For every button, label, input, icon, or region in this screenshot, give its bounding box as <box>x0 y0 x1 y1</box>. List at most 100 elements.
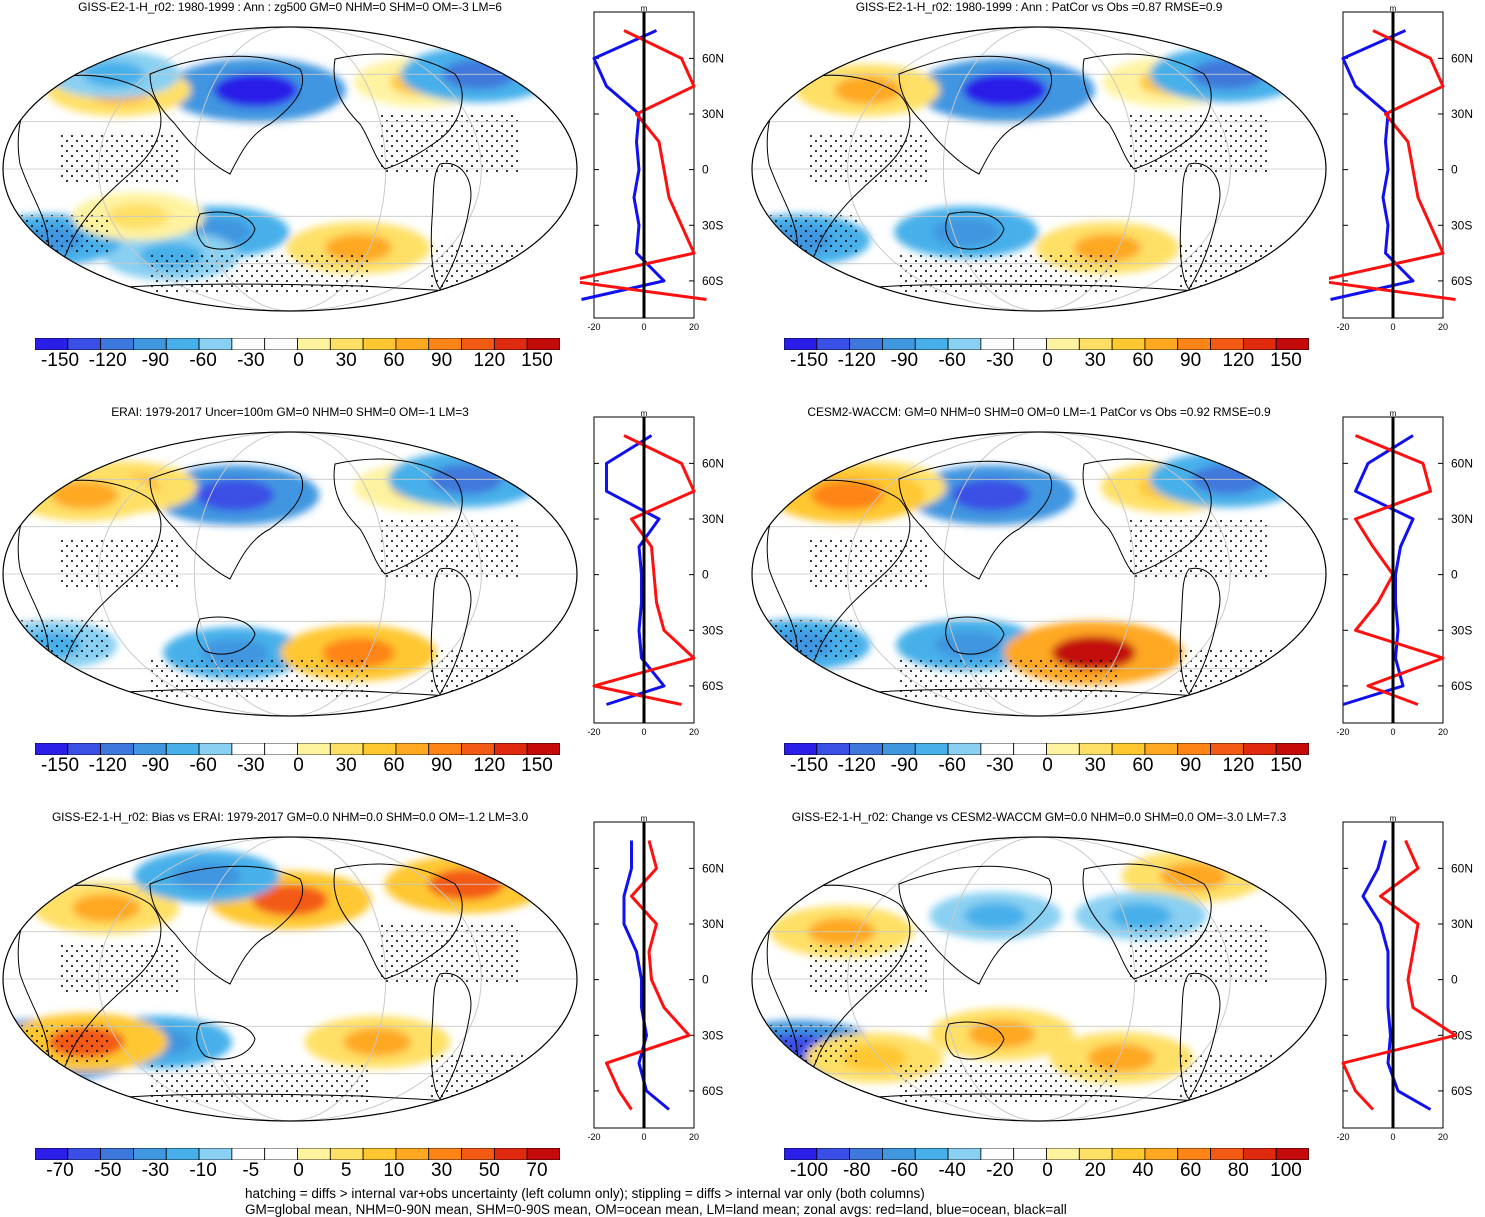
colorbar-swatch <box>1013 743 1047 755</box>
zonal-mean-plot: m 60N 30N 0 30S 60S -20 0 20 <box>1329 4 1473 332</box>
colorbar <box>35 338 560 350</box>
colorbar-tick-label: 60 <box>383 350 405 371</box>
colorbar-tick-label: 120 <box>1222 350 1255 371</box>
colorbar-tick-label: 30 <box>431 1160 453 1181</box>
zonal-x-label: -20 <box>587 727 600 737</box>
panel-title: GISS-E2-1-H_r02: Bias vs ERAI: 1979-2017… <box>51 810 529 824</box>
colorbar-tick-label: -10 <box>189 1160 217 1181</box>
panel-model: GISS-E2-1-H_r02: 1980-1999 : Ann : zg500… <box>0 0 742 405</box>
coastline <box>766 479 911 668</box>
colorbar-swatch <box>428 338 462 350</box>
zonal-y-label: 60N <box>702 861 724 875</box>
colorbar-tick-label: 100 <box>1270 1160 1302 1181</box>
stipple-region <box>769 619 859 659</box>
colorbar-tick-label: -60 <box>938 755 966 776</box>
stipple-region <box>380 519 520 579</box>
stipple-region <box>60 539 180 589</box>
zonal-unit: m <box>641 409 648 418</box>
coastline <box>898 55 1053 175</box>
panel-title: GISS-E2-1-H_r02: Change vs CESM2-WACCM G… <box>791 810 1287 824</box>
colorbar-swatch <box>1242 1148 1277 1160</box>
colorbar-swatch <box>1046 338 1080 350</box>
anomaly-core <box>196 479 275 512</box>
zonal-land-line <box>605 840 691 1111</box>
colorbar-swatch <box>980 338 1015 350</box>
zonal-mean-plot: m 60N 30N 0 30S 60S -20 0 20 <box>587 409 724 737</box>
coastline <box>898 865 1053 985</box>
panel-title: GISS-E2-1-H_r02: 1980-1999 : Ann : PatCo… <box>855 0 1223 14</box>
colorbar-tick-label: -60 <box>938 350 966 371</box>
colorbar-swatch <box>133 743 167 755</box>
anomaly-core <box>252 884 328 916</box>
colorbar-tick-label: 150 <box>1270 755 1302 776</box>
zonal-land-line <box>592 434 696 706</box>
zonal-y-label: 60S <box>702 1084 723 1098</box>
colorbar-tick-label: -150 <box>40 755 80 776</box>
colorbar-tick-label: -120 <box>88 755 127 776</box>
coastline <box>196 616 256 655</box>
colorbar-swatch <box>329 338 364 350</box>
colorbar-swatch <box>526 338 560 350</box>
colorbar-swatch <box>1111 1148 1146 1160</box>
colorbar-tick-label: 120 <box>473 755 506 776</box>
colorbar-swatch <box>816 338 851 350</box>
colorbar-labels: -100 -80 -60 -40 -20 0 20 40 60 80 100 <box>749 1160 1349 1184</box>
colorbar-tick-label: 150 <box>521 755 553 776</box>
colorbar-swatch <box>849 743 883 755</box>
coastline <box>196 1021 256 1060</box>
panel-title: GISS-E2-1-H_r02: 1980-1999 : Ann : zg500… <box>78 0 502 14</box>
colorbar-swatch <box>1046 1148 1080 1160</box>
colorbar-swatch <box>1177 338 1211 350</box>
colorbar-tick-label: -70 <box>46 1160 74 1181</box>
colorbar-swatch <box>493 743 528 755</box>
colorbar-tick-label: -120 <box>837 755 876 776</box>
colorbar-swatch <box>849 1148 883 1160</box>
colorbar-swatch <box>297 743 331 755</box>
zonal-y-label: 30S <box>1451 1028 1472 1042</box>
colorbar-swatch <box>428 1148 462 1160</box>
colorbar-swatch <box>1242 338 1277 350</box>
anomaly-core <box>834 76 902 105</box>
coastline <box>430 972 472 1100</box>
colorbar-labels: -150 -120 -90 -60 -30 0 30 60 90 120 150 <box>749 350 1349 374</box>
colorbar-labels: -150 -120 -90 -60 -30 0 30 60 90 120 150 <box>0 755 600 779</box>
colorbar-tick-label: 90 <box>431 350 453 371</box>
colorbar-swatch <box>914 1148 949 1160</box>
colorbar-tick-label: -30 <box>986 755 1014 776</box>
coastline <box>766 884 911 1073</box>
colorbar-tick-label: 120 <box>1222 755 1255 776</box>
colorbar-tick-label: -150 <box>789 755 829 776</box>
colorbar-swatch <box>914 743 949 755</box>
stipple-region <box>150 659 370 699</box>
zonal-y-label: 0 <box>1451 163 1458 177</box>
zonal-x-label: -20 <box>1336 727 1349 737</box>
zonal-ocean-line <box>605 434 666 706</box>
colorbar-tick-label: -5 <box>242 1160 260 1181</box>
colorbar-swatch <box>882 338 916 350</box>
coastline <box>1082 863 1212 980</box>
colorbar <box>784 743 1309 755</box>
anomaly-core <box>1110 902 1172 929</box>
map-outline <box>2 836 578 1122</box>
colorbar-swatch <box>1275 1148 1309 1160</box>
coastline <box>430 567 472 695</box>
colorbar-swatch <box>100 338 134 350</box>
colorbar-swatch <box>980 1148 1015 1160</box>
stipple-region <box>769 1024 859 1064</box>
coastline <box>17 74 162 263</box>
anomaly-core <box>172 862 241 891</box>
panel-title: CESM2-WACCM: GM=0 NHM=0 SHM=0 OM=0 LM=-1… <box>807 405 1271 419</box>
anomaly-core <box>962 73 1047 108</box>
colorbar-tick-label: 90 <box>1180 755 1202 776</box>
colorbar-swatch <box>395 338 430 350</box>
zonal-y-label: 0 <box>702 163 709 177</box>
colorbar-tick-label: -40 <box>938 1160 966 1181</box>
zonal-mean-plot: m 60N 30N 0 30S 60S -20 0 20 <box>1336 814 1473 1142</box>
colorbar-swatch <box>231 338 266 350</box>
colorbar-tick-label: 30 <box>335 350 357 371</box>
zonal-y-label: 30N <box>702 512 724 526</box>
anomaly-core <box>72 893 141 923</box>
colorbar-swatch <box>133 1148 167 1160</box>
colorbar-swatch <box>493 338 528 350</box>
stipple-region <box>809 944 929 994</box>
